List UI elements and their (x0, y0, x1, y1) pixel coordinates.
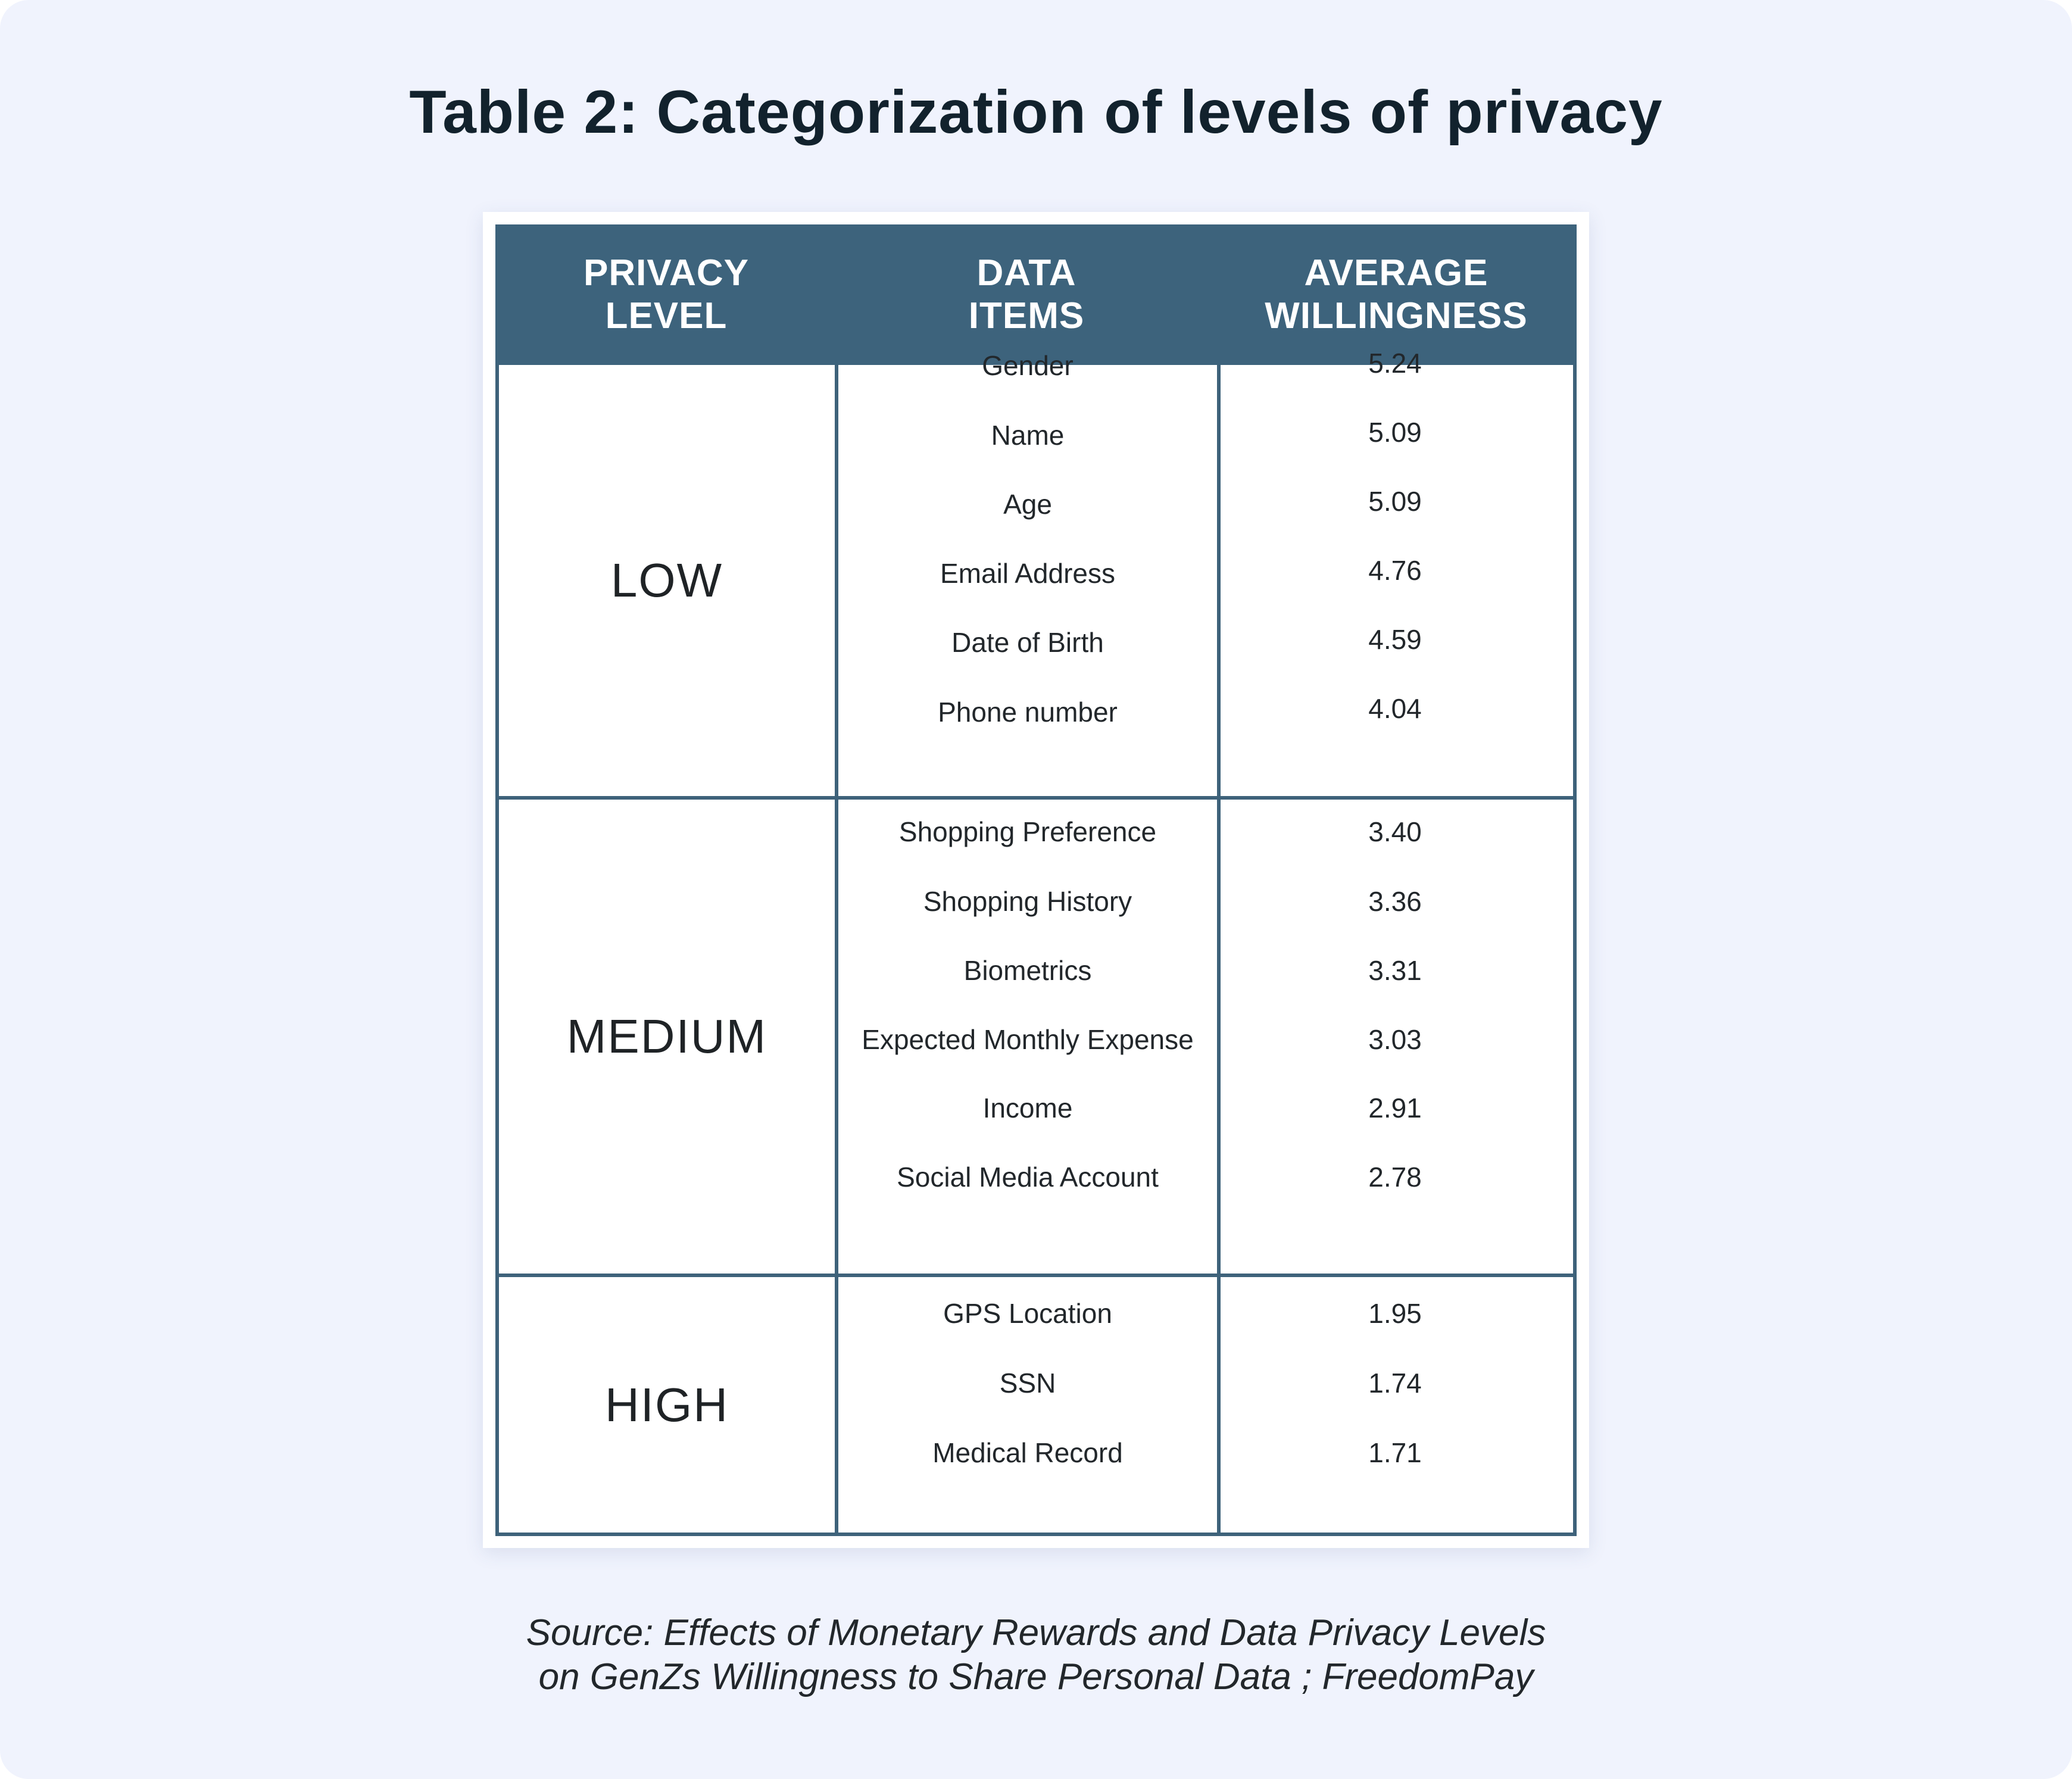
header-line: DATA (976, 252, 1076, 294)
willingness-value: 1.71 (1368, 1437, 1422, 1468)
header-line: WILLINGNESS (1265, 295, 1528, 336)
willingness-value: 1.95 (1368, 1298, 1422, 1329)
group-divider (499, 796, 1573, 800)
willingness-value: 2.91 (1368, 1093, 1422, 1123)
privacy-level-low: LOW (610, 554, 723, 607)
data-item: Income (982, 1093, 1073, 1123)
header-data-items: DATA ITEMS (837, 224, 1216, 365)
willingness-value: 4.76 (1368, 555, 1422, 586)
data-item: GPS Location (943, 1298, 1112, 1329)
data-item: Shopping Preference (898, 816, 1157, 847)
willingness-value: 3.31 (1368, 955, 1422, 986)
source-caption: Source: Effects of Monetary Rewards and … (0, 1611, 2072, 1699)
willingness-value: 4.04 (1368, 693, 1422, 724)
willingness-value: 5.09 (1368, 486, 1422, 517)
data-item: Biometrics (963, 955, 1092, 986)
data-item: SSN (999, 1368, 1056, 1399)
willingness-value: 3.36 (1368, 886, 1422, 917)
data-item: Age (1003, 489, 1052, 520)
willingness-value: 1.74 (1368, 1368, 1422, 1399)
data-item: Medical Record (932, 1437, 1123, 1468)
table-header: PRIVACY LEVEL DATA ITEMS AVERAGE WILLING… (495, 224, 1577, 365)
privacy-table: PRIVACY LEVEL DATA ITEMS AVERAGE WILLING… (495, 224, 1577, 1536)
header-line: AVERAGE (1304, 252, 1489, 294)
page-title: Table 2: Categorization of levels of pri… (409, 78, 1663, 146)
header-privacy-level: PRIVACY LEVEL (495, 224, 837, 365)
data-item: Gender (982, 350, 1074, 381)
data-item: Date of Birth (951, 627, 1104, 658)
column-divider (1217, 365, 1221, 1533)
table-card: PRIVACY LEVEL DATA ITEMS AVERAGE WILLING… (483, 212, 1589, 1548)
data-item: Email Address (940, 558, 1115, 589)
willingness-value: 5.24 (1368, 348, 1422, 379)
willingness-value: 4.59 (1368, 624, 1422, 655)
willingness-value: 3.40 (1368, 816, 1422, 847)
source-line: on GenZs Willingness to Share Personal D… (538, 1656, 1534, 1697)
data-item: Expected Monthly Expense (862, 1024, 1194, 1055)
data-item: Name (991, 420, 1065, 451)
data-item: Social Media Account (897, 1162, 1159, 1193)
privacy-level-high: HIGH (605, 1378, 729, 1431)
willingness-value: 5.09 (1368, 417, 1422, 448)
source-line: Source: Effects of Monetary Rewards and … (526, 1612, 1546, 1653)
willingness-value: 2.78 (1368, 1162, 1422, 1193)
column-divider (835, 365, 838, 1533)
header-average-willingness: AVERAGE WILLINGNESS (1216, 224, 1577, 365)
data-item: Phone number (938, 697, 1118, 728)
willingness-value: 3.03 (1368, 1024, 1422, 1055)
header-line: PRIVACY (583, 252, 749, 294)
header-line: LEVEL (605, 295, 728, 336)
header-line: ITEMS (968, 295, 1085, 336)
data-item: Shopping History (923, 886, 1132, 917)
privacy-level-medium: MEDIUM (566, 1010, 767, 1063)
group-divider (499, 1274, 1573, 1277)
